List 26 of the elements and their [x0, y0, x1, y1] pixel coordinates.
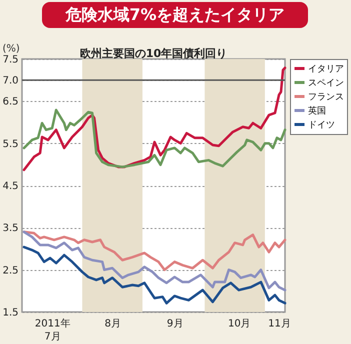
legend-label: 英国 [308, 106, 326, 116]
x-tick-label: 11月 [268, 318, 291, 330]
y-tick-label: 3.5 [2, 223, 18, 234]
line-series [22, 230, 286, 292]
x-tick-label: 8月 [104, 318, 122, 330]
x-tick-label: 9月 [166, 318, 184, 330]
legend-label: イタリア [308, 64, 344, 74]
legend-label: フランス [308, 92, 344, 102]
y-tick-label: 5.5 [2, 138, 18, 150]
line-series [22, 66, 286, 172]
y-tick-label: 7.0 [2, 76, 18, 87]
legend-label: スペイン [308, 78, 344, 88]
chart-title: 危険水域7%を超えたイタリア [42, 2, 308, 28]
line-series [22, 230, 286, 272]
y-tick-label: 7.5 [2, 54, 18, 66]
line-series [22, 246, 286, 304]
chart-subtitle: 欧州主要国の10年国債利回り [80, 47, 228, 60]
x-tick-label: 10月 [228, 318, 251, 330]
legend-label: ドイツ [308, 120, 335, 130]
y-axis-title: (%) [2, 44, 20, 54]
y-tick-label: 4.5 [2, 181, 18, 192]
x-tick-label: 2011年 7月 [34, 318, 70, 342]
y-tick-label: 2.5 [2, 265, 18, 276]
line-series [22, 108, 286, 168]
y-tick-label: 1.5 [2, 308, 18, 318]
y-tick-label: 6.5 [2, 96, 18, 108]
